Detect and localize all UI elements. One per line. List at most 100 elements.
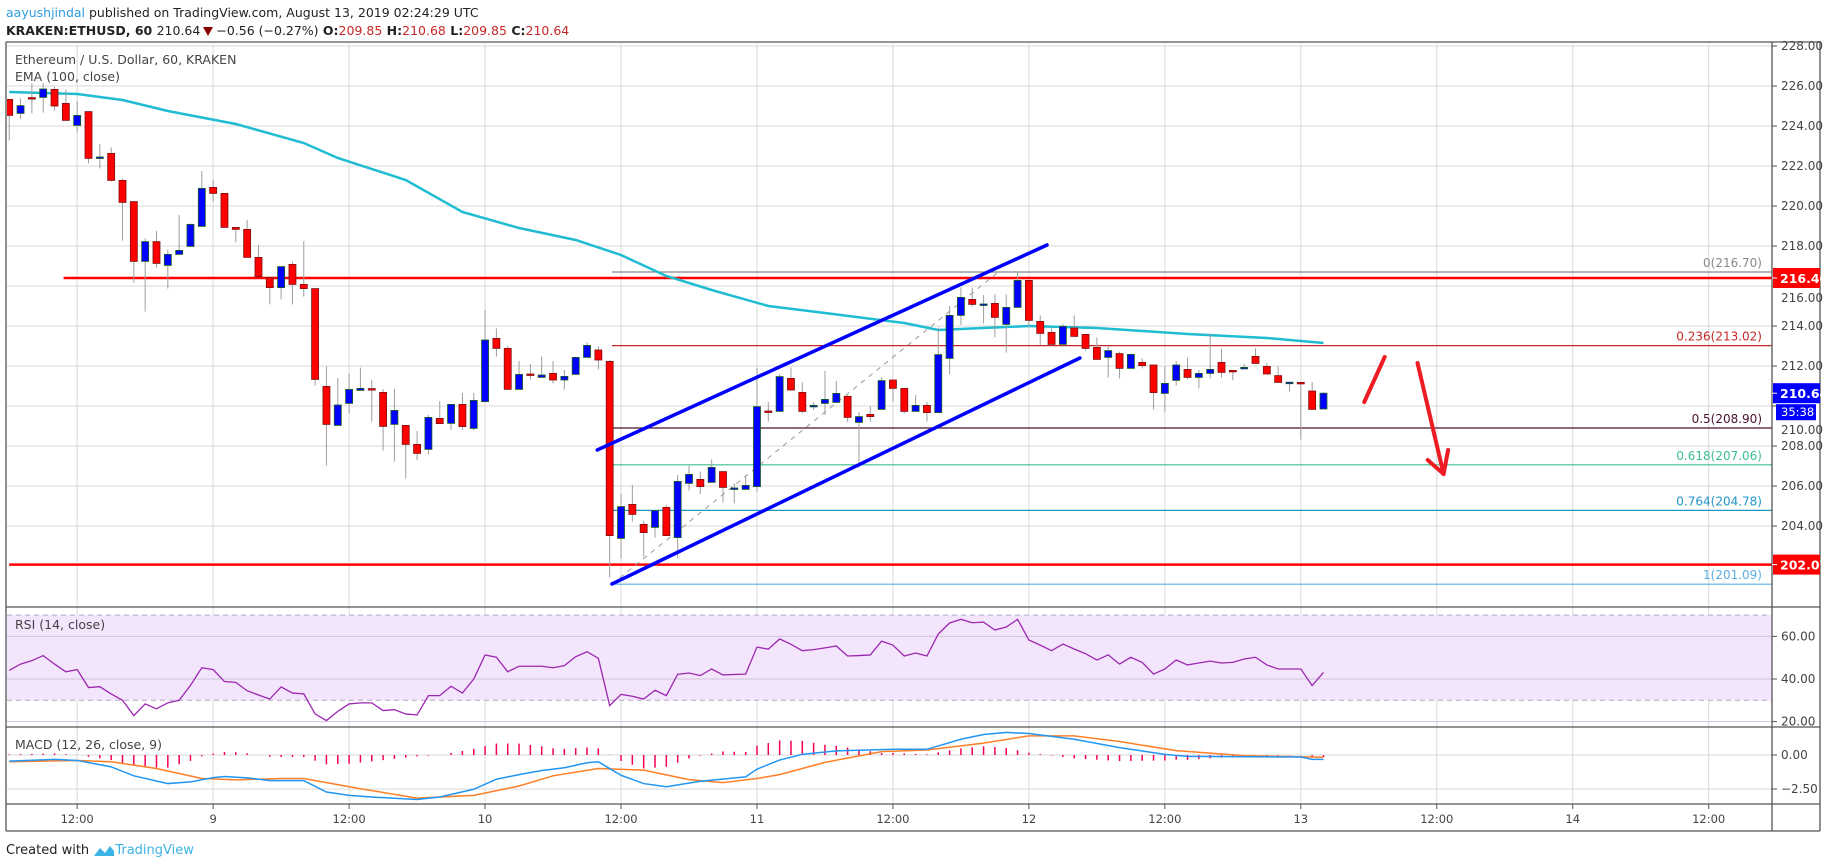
candle — [1206, 333, 1215, 379]
candle-body-down — [413, 443, 421, 454]
candle — [95, 144, 104, 169]
candle-body-up — [73, 115, 82, 126]
candle-body-down — [843, 395, 852, 418]
candle — [809, 402, 818, 410]
created-with-text: Created with — [6, 843, 90, 858]
ema-legend[interactable]: EMA (100, close) — [15, 69, 120, 84]
candle-body-up — [345, 388, 354, 404]
rsi-tick-label: 40.00 — [1781, 672, 1815, 686]
candle — [719, 471, 727, 503]
candle — [129, 201, 138, 283]
candle — [911, 395, 920, 412]
candle-body-down — [605, 360, 614, 536]
candle — [345, 373, 354, 414]
candle — [934, 327, 943, 414]
candle — [356, 367, 365, 391]
candle-body-down — [1092, 346, 1101, 360]
candle-body-up — [1104, 350, 1113, 358]
candle — [141, 238, 150, 312]
candle-body-up — [1013, 279, 1022, 308]
candle-body-down — [1036, 320, 1045, 334]
candle-body-down — [1115, 353, 1124, 369]
candle — [118, 178, 127, 241]
candle — [764, 402, 773, 422]
candle-body-down — [1228, 369, 1237, 373]
candle — [1194, 370, 1203, 389]
candle — [515, 361, 523, 390]
candle-body-down — [107, 152, 116, 181]
author-link[interactable]: aayushjindal — [6, 5, 86, 20]
rsi-band — [7, 615, 1772, 701]
candle — [526, 364, 535, 380]
candle-body-down — [492, 337, 501, 349]
price-tick-label: 220.00 — [1781, 199, 1823, 213]
candle-body-up — [571, 356, 580, 375]
candle-body-up — [809, 404, 818, 408]
candle — [855, 412, 863, 468]
tradingview-link[interactable]: TradingView — [115, 843, 194, 858]
candle — [401, 424, 410, 479]
candle — [1047, 327, 1056, 345]
candle-body-up — [141, 241, 150, 262]
candle — [413, 431, 421, 460]
open-label: O: — [322, 23, 339, 38]
countdown-label: 35:38 — [1781, 405, 1814, 419]
candle-body-up — [175, 249, 184, 255]
time-tick-label: 12:00 — [1148, 812, 1181, 826]
candle — [594, 346, 603, 370]
candle — [945, 306, 954, 375]
candle-body-up — [356, 387, 365, 391]
candle — [152, 231, 161, 268]
candle-body-down — [152, 241, 161, 264]
candle-body-up — [753, 406, 761, 488]
last-price-badge — [1773, 383, 1820, 404]
candle-body-down — [1262, 365, 1271, 375]
candle — [73, 101, 82, 133]
low-label: L: — [450, 23, 464, 38]
candle — [243, 220, 252, 258]
candle-body-up — [163, 253, 172, 266]
candle — [741, 475, 750, 490]
candle-body-up — [515, 373, 523, 390]
candle-body-down — [220, 192, 229, 228]
candle-body-up — [934, 354, 943, 414]
time-tick-label: 12:00 — [604, 812, 637, 826]
candle-body-down — [7, 99, 14, 116]
close-label: C: — [511, 23, 526, 38]
candle — [424, 415, 433, 455]
price-tick-label: 226.00 — [1781, 79, 1823, 93]
candle — [900, 387, 909, 414]
candle-body-down — [288, 263, 297, 285]
last-price: 210.64 — [156, 23, 201, 38]
candle — [571, 356, 580, 375]
price-change: −0.56 (−0.27%) — [216, 23, 319, 38]
candle — [503, 346, 512, 390]
candle-body-up — [390, 409, 399, 425]
candle — [1183, 357, 1192, 380]
candle — [220, 192, 229, 228]
candle — [798, 382, 807, 414]
time-tick-label: 12:00 — [333, 812, 366, 826]
candle — [707, 459, 716, 483]
candle — [1070, 315, 1079, 337]
price-tick-label: 206.00 — [1781, 479, 1823, 493]
candle — [730, 483, 739, 504]
candle-body-up — [877, 380, 886, 410]
candle — [866, 406, 875, 422]
candle-body-down — [27, 97, 36, 100]
candle-body-down — [1183, 368, 1192, 378]
candle — [61, 89, 70, 121]
price-tick-label: 204.00 — [1781, 519, 1823, 533]
candle-body-up — [447, 403, 455, 424]
candle-body-up — [821, 398, 829, 404]
candle-body-up — [1172, 364, 1181, 381]
rsi-legend[interactable]: RSI (14, close) — [15, 617, 106, 632]
candle-body-down — [129, 201, 138, 262]
candle-body-down — [1070, 327, 1079, 337]
publish-text: published on TradingView.com, August 13,… — [85, 5, 479, 20]
candle — [549, 361, 557, 384]
price-tick-label: 228.00 — [1781, 39, 1823, 53]
macd-legend[interactable]: MACD (12, 26, close, 9) — [15, 737, 162, 752]
candle-body-up — [39, 88, 48, 98]
